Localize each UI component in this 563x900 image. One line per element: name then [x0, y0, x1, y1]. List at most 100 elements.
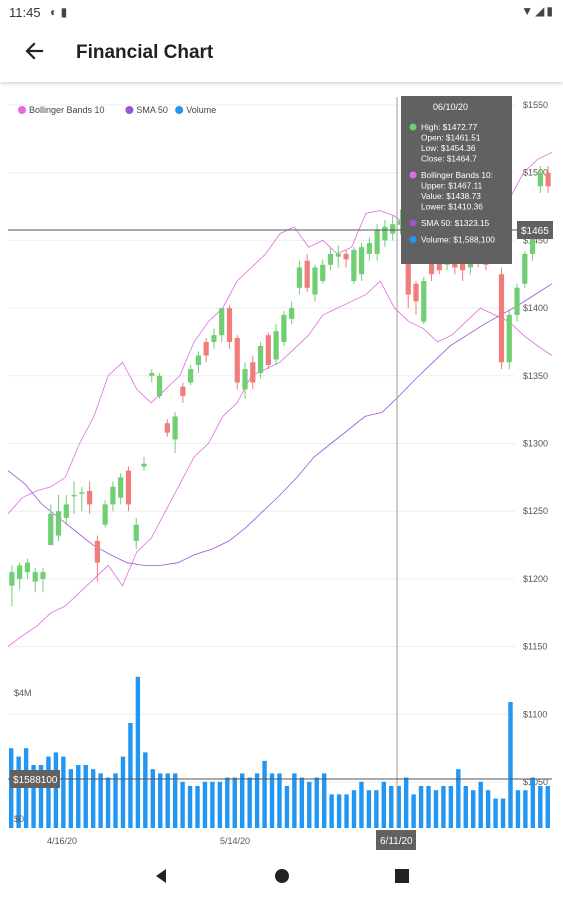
volume-bar: [254, 773, 260, 828]
candle-up: [195, 355, 201, 365]
battery-icon: ▮: [546, 4, 555, 18]
nav-back-button[interactable]: [150, 864, 174, 888]
volume-bar: [240, 773, 245, 828]
volume-bar: [128, 723, 133, 828]
candle-up: [506, 314, 512, 363]
tooltip-line: Upper: $1467.11: [421, 181, 483, 191]
volume-crosshair-badge: [10, 770, 60, 788]
candle-down: [413, 283, 419, 302]
volume-bar: [336, 794, 342, 828]
candle-up: [289, 308, 295, 319]
volume-bar: [366, 790, 372, 828]
volume-bar: [225, 777, 230, 828]
legend-label: Volume: [186, 105, 216, 115]
nav-recents-button[interactable]: [390, 864, 414, 888]
tooltip-box: [401, 96, 512, 264]
tooltip-line: Lower: $1410.36: [421, 202, 483, 212]
candle-up: [514, 287, 520, 315]
volume-bar: [538, 786, 543, 828]
arrow-back-icon: [25, 42, 44, 60]
volume-bar: [120, 756, 126, 828]
candle-up: [32, 572, 38, 582]
volume-bar: [463, 786, 468, 828]
price-tick-label: $1150: [523, 642, 547, 652]
volume-bar: [180, 781, 185, 828]
candle-up: [335, 253, 341, 257]
volume-bar: [389, 786, 394, 828]
candle-down: [94, 540, 100, 563]
tooltip-line: Low: $1454.36: [421, 143, 476, 153]
back-button[interactable]: [22, 38, 48, 64]
candle-up: [141, 463, 147, 467]
candle-up: [188, 369, 194, 383]
chart-svg[interactable]: $1550 $1500 $1450 $1400 $1350 $1300 $1250 $1200…: [0, 82, 563, 852]
volume-bar: [165, 773, 170, 828]
volume-bar: [83, 765, 88, 828]
volume-bar: [545, 786, 550, 828]
volume-bar: [471, 790, 476, 828]
volume-bar: [307, 781, 312, 828]
settings-icon: ◐: [50, 5, 58, 19]
volume-bar: [232, 777, 237, 828]
price-tick-label: $1250: [523, 506, 548, 516]
volume-bar: [523, 790, 528, 828]
status-bar: 11:45 ◐ ▮ ▼◢▮: [0, 0, 563, 24]
candle-up: [397, 220, 404, 225]
candle-up: [366, 243, 372, 254]
candle-up: [110, 486, 116, 505]
volume-bar: [53, 752, 59, 828]
candle-down: [304, 260, 310, 288]
candle-up: [382, 226, 388, 241]
candle-down: [343, 253, 349, 260]
bollinger-lower-line: [7, 280, 553, 647]
volume-bar: [158, 773, 163, 828]
candle-down: [405, 253, 411, 295]
volume-bar: [493, 798, 498, 828]
recents-square-icon: [395, 869, 409, 883]
volume-bar: [448, 786, 454, 828]
volume-bar: [113, 773, 118, 828]
volume-bar: [23, 748, 29, 828]
status-time: 11:45: [9, 5, 41, 20]
legend-swatch: [175, 106, 184, 114]
volume-bar: [31, 765, 36, 828]
volume-bar: [61, 756, 66, 828]
legend-swatch: [125, 106, 134, 114]
price-tick-label: $1550: [523, 100, 548, 110]
candle-up: [17, 565, 23, 579]
tooltip-line: SMA 50: $1323.15: [421, 218, 490, 228]
candle-up: [522, 253, 528, 284]
volume-bar: [329, 794, 334, 828]
candle-down: [265, 335, 271, 365]
candle-down: [203, 341, 209, 356]
candle-up: [40, 572, 46, 579]
nav-home-button[interactable]: [270, 864, 294, 888]
volume-bar: [195, 786, 200, 828]
date-crosshair-badge: [376, 830, 416, 850]
volume-bar: [485, 790, 491, 828]
tooltip-swatch: [409, 123, 417, 131]
tooltip-line: Bollinger Bands 10:: [421, 170, 493, 180]
navigation-bar: [0, 852, 563, 900]
volume-bar: [344, 794, 349, 828]
volume-bar: [351, 790, 357, 828]
candle-up: [211, 335, 217, 342]
volume-tick-label: $4M: [14, 688, 32, 698]
volume-bar: [46, 756, 51, 828]
financial-chart[interactable]: $1550 $1500 $1450 $1400 $1350 $1300 $1250 $1200…: [0, 82, 563, 852]
candle-up: [156, 375, 163, 397]
candle-up: [55, 511, 62, 536]
candle-up: [242, 369, 248, 390]
volume-bar: [90, 769, 96, 828]
volume-bar: [135, 676, 141, 828]
tooltip-line: Close: $1464.7: [421, 154, 477, 164]
price-tick-label: $1500: [523, 168, 548, 178]
x-tick-label: 5/14/20: [220, 836, 250, 846]
volume-bar: [105, 777, 111, 828]
tooltip-swatch: [409, 171, 417, 179]
price-crosshair-badge: [517, 221, 553, 239]
candle-up: [79, 492, 85, 494]
volume-bar: [172, 773, 178, 828]
candle-down: [250, 362, 256, 383]
candle-down: [498, 274, 505, 363]
